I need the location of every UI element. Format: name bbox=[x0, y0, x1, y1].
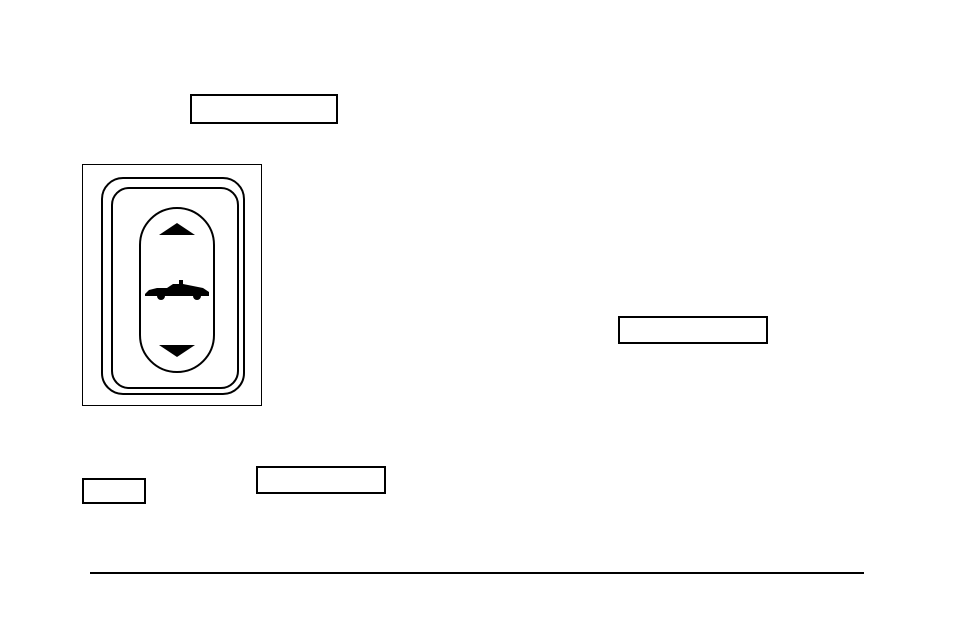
switch-rocker bbox=[139, 207, 215, 373]
placeholder-right-mid bbox=[618, 316, 768, 344]
switch-diagram bbox=[82, 164, 262, 406]
chevron-up-icon bbox=[159, 223, 195, 235]
car-convertible-icon bbox=[143, 278, 211, 302]
placeholder-top-left bbox=[190, 94, 338, 124]
switch-track bbox=[111, 187, 239, 389]
page-canvas bbox=[0, 0, 954, 636]
placeholder-bottom-center bbox=[256, 466, 386, 494]
switch-plate bbox=[101, 177, 245, 395]
placeholder-bottom-left bbox=[82, 478, 146, 504]
chevron-down-icon bbox=[159, 345, 195, 357]
page-divider bbox=[90, 572, 864, 574]
